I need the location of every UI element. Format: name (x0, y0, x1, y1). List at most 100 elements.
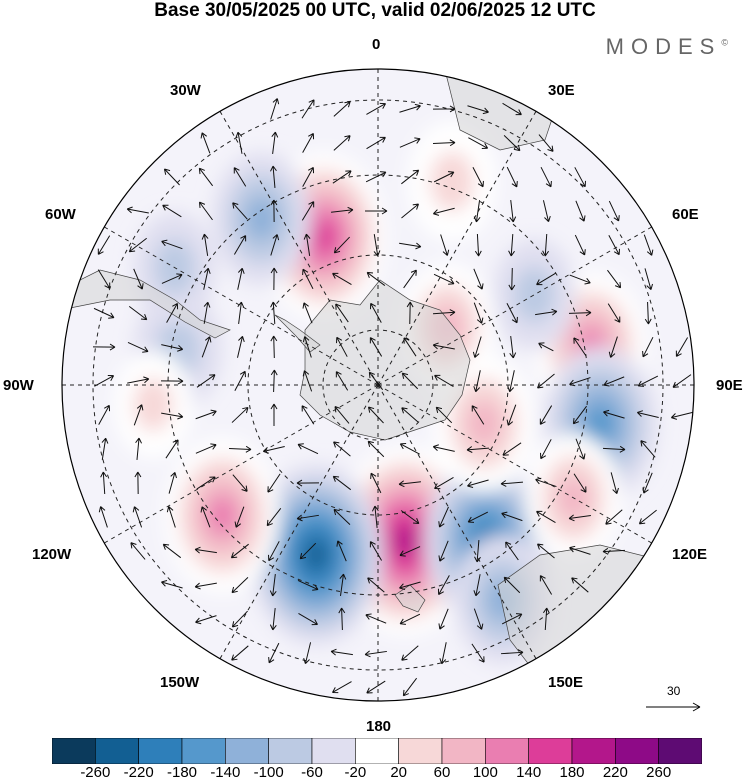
anomaly-contour (133, 377, 173, 432)
wind-arrow (301, 201, 315, 221)
wind-arrow (130, 542, 146, 560)
wind-arrow (364, 650, 387, 658)
colorbar-tick-label: -60 (301, 764, 323, 781)
wind-arrow (299, 542, 317, 560)
wind-arrow (333, 135, 351, 151)
lon-label-120e: 120E (672, 546, 708, 563)
wind-arrow (366, 102, 387, 115)
antarctica-coast (299, 279, 471, 441)
wind-arrow (161, 579, 183, 589)
wind-arrow (194, 582, 217, 590)
wind-arrow (162, 204, 182, 218)
wind-arrow (603, 409, 625, 419)
wind-arrow (369, 337, 383, 357)
wind-arrow (132, 506, 143, 528)
wind-arrow (127, 376, 150, 384)
wind-arrow (269, 608, 277, 631)
map-title: Base 30/05/2025 00 UTC, valid 02/06/2025… (154, 0, 596, 21)
wind-arrow (608, 235, 620, 256)
wind-arrow (507, 370, 515, 393)
wind-arrow (432, 309, 456, 316)
wind-arrow (432, 139, 456, 147)
graticule (62, 69, 694, 701)
wind-arrow (467, 105, 489, 115)
wind-arrow (98, 404, 111, 425)
wind-arrow (237, 267, 245, 290)
wind-arrow (432, 342, 455, 350)
colorbar-swatch (485, 738, 529, 764)
wind-arrow (368, 371, 384, 391)
anomaly-contour (305, 539, 328, 570)
wind-arrow (235, 131, 243, 154)
wind-arrow (506, 166, 518, 188)
wind-arrow (575, 438, 586, 460)
wind-arrow (432, 105, 456, 113)
wind-arrow (369, 541, 383, 561)
wind-arrow (537, 543, 555, 559)
wind-arrow (535, 477, 557, 488)
wind-arrow (636, 410, 659, 419)
wind-arrow (262, 446, 285, 454)
wind-arrow (367, 440, 385, 458)
wind-arrow (670, 411, 693, 420)
colorbar-swatch (355, 738, 399, 764)
colorbar-swatch (441, 738, 486, 764)
wind-arrow (399, 581, 421, 591)
wind-arrow (135, 437, 142, 460)
wind-arrow (97, 235, 111, 255)
lon-label-0: 0 (372, 36, 381, 53)
wind-arrow (161, 344, 184, 352)
wind-arrow (508, 267, 516, 291)
wind-arrow (234, 370, 246, 391)
wind-arrow (540, 439, 552, 460)
wind-arrow (370, 472, 382, 494)
reference-vector-label: 30 (667, 684, 681, 698)
wind-arrow (369, 302, 382, 323)
lon-label-90w: 90W (3, 377, 34, 394)
colorbar-tick-label: -220 (123, 764, 154, 781)
wind-arrow (401, 203, 419, 219)
wind-arrow (672, 374, 692, 388)
wind-arrow (230, 543, 249, 559)
lon-label-180: 180 (366, 718, 392, 735)
wind-arrow (332, 475, 352, 491)
wind-arrow (503, 134, 521, 152)
wind-arrow (203, 267, 211, 290)
reference-arrow-head (692, 702, 701, 712)
wind-arrow (231, 610, 248, 628)
wind-arrow (399, 443, 420, 455)
south-america-coast (62, 269, 231, 339)
wind-arrow (434, 374, 454, 388)
wind-arrow (195, 409, 217, 420)
wind-arrow (335, 303, 349, 323)
wind-arrow (339, 573, 347, 596)
wind-arrow (542, 233, 549, 257)
wind-arrow (194, 546, 217, 554)
wind-arrow (602, 547, 626, 555)
wind-arrow (569, 377, 591, 387)
wind-arrow (94, 374, 115, 387)
wind-arrow (401, 169, 420, 185)
wind-arrow (474, 233, 482, 257)
wind-arrow (133, 268, 144, 290)
wind-arrow (195, 615, 217, 625)
colorbar-swatch (658, 738, 702, 764)
wind-arrow (163, 168, 180, 186)
wind-arrow (500, 480, 524, 487)
wind-arrow (367, 577, 385, 593)
wind-vectors (92, 98, 693, 697)
modes-logo: MODES© (606, 34, 728, 60)
wind-arrow (399, 242, 422, 250)
wind-arrow (472, 336, 482, 358)
wind-arrow (501, 613, 523, 625)
reference-vector (646, 702, 701, 712)
wind-arrow (569, 545, 591, 555)
wind-arrow (644, 301, 652, 325)
wind-arrow (198, 201, 213, 221)
colorbar-tick-label: 140 (516, 764, 542, 781)
wind-arrow (298, 613, 318, 626)
wind-arrow (432, 444, 455, 452)
wind-arrow (473, 302, 484, 324)
lon-label-120w: 120W (32, 546, 72, 563)
wind-arrow (539, 575, 553, 595)
